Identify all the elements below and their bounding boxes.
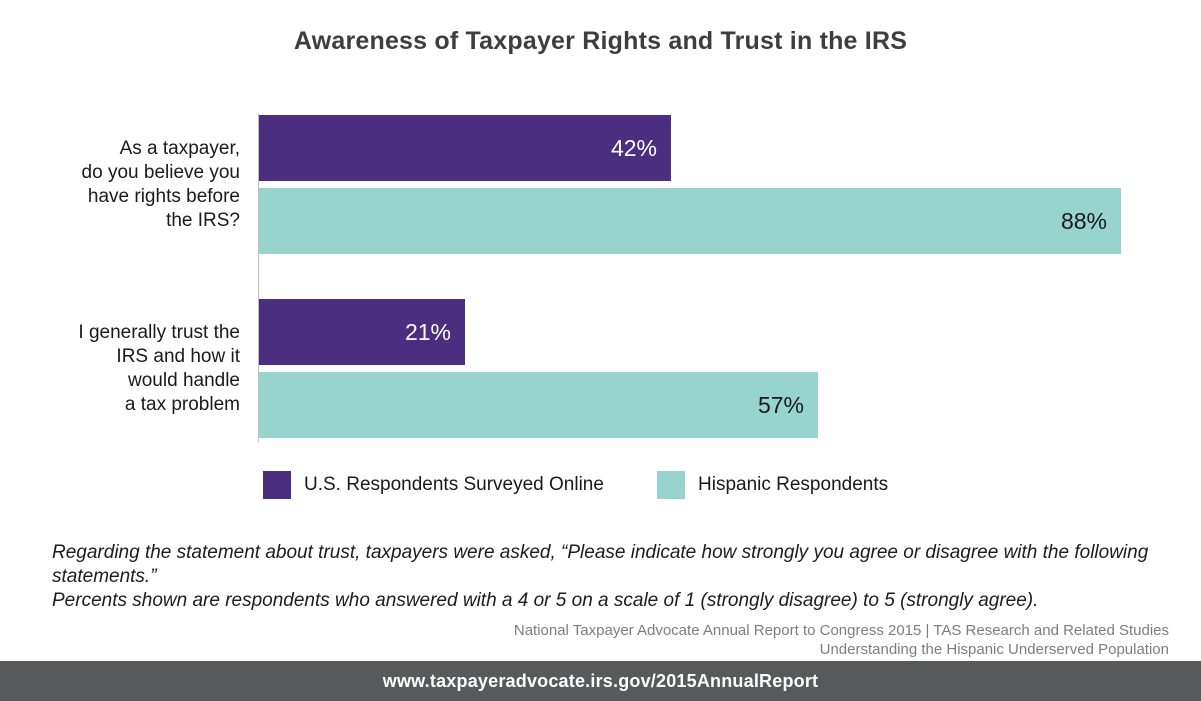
category-label-rights-text: As a taxpayer, do you believe you have r… <box>81 138 240 231</box>
bar-value-label: 42% <box>610 134 657 161</box>
footer-url: www.taxpayeradvocate.irs.gov/2015AnnualR… <box>382 670 819 691</box>
chart-title: Awareness of Taxpayer Rights and Trust i… <box>293 27 908 55</box>
legend-label-us-respondents: U.S. Respondents Surveyed Online <box>304 473 604 495</box>
bar-value-label: 21% <box>404 318 451 345</box>
teal-swatch-icon <box>657 470 685 499</box>
category-label-trust: I generally trust the IRS and how it wou… <box>28 299 240 439</box>
bar-value-label: 88% <box>1060 207 1107 234</box>
bar-rights-hispanic-respondents: 88% <box>259 188 1121 254</box>
bar-rights-us-respondents: 42% <box>259 115 671 181</box>
footer-bar: www.taxpayeradvocate.irs.gov/2015AnnualR… <box>0 661 1201 701</box>
bar-trust-us-respondents: 21% <box>259 299 465 365</box>
bar-trust-hispanic-respondents: 57% <box>259 372 818 438</box>
category-label-rights: As a taxpayer, do you believe you have r… <box>28 115 240 255</box>
category-label-trust-text: I generally trust the IRS and how it wou… <box>78 322 240 415</box>
legend-item-us-respondents: U.S. Respondents Surveyed Online <box>263 470 604 499</box>
legend-item-hispanic-respondents: Hispanic Respondents <box>657 470 888 499</box>
purple-swatch-icon <box>263 470 291 499</box>
y-axis-line <box>258 113 259 442</box>
attribution: National Taxpayer Advocate Annual Report… <box>513 622 1169 658</box>
footnote: Regarding the statement about trust, tax… <box>52 542 1149 611</box>
bar-value-label: 57% <box>757 391 804 418</box>
legend-label-hispanic-respondents: Hispanic Respondents <box>698 473 889 495</box>
